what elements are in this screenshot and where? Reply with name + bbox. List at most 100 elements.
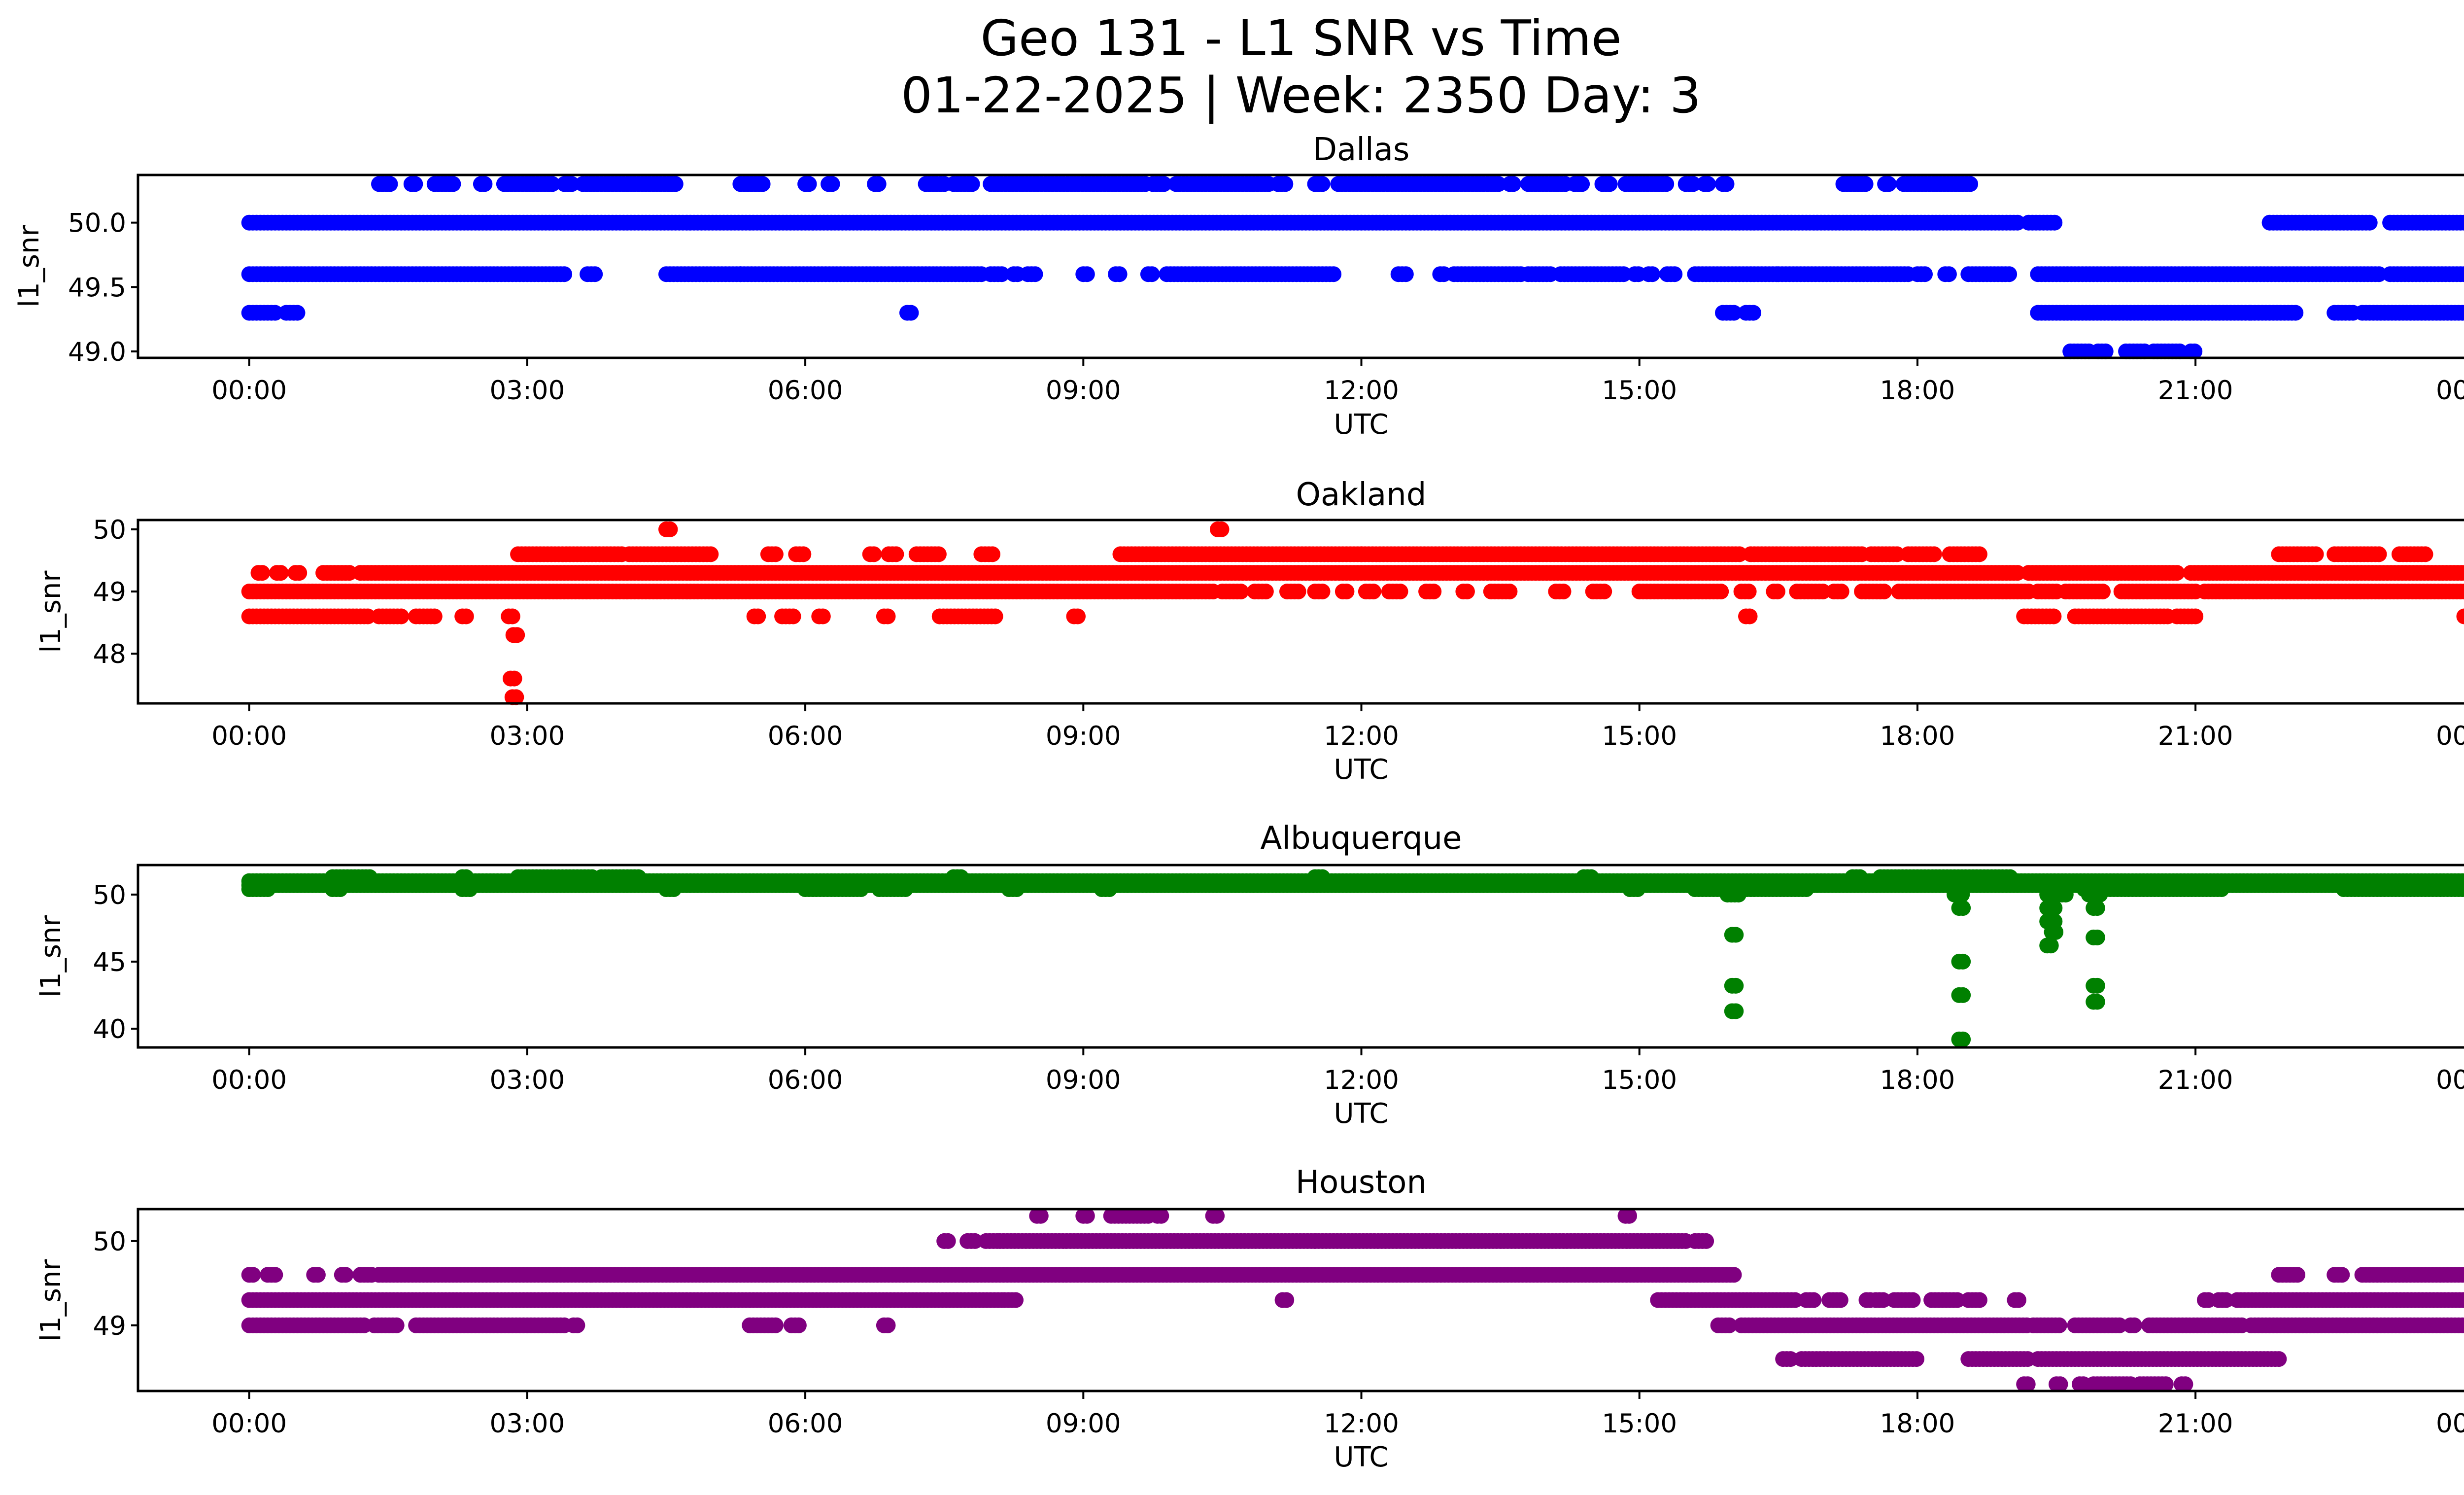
dallas-y-axis-label: l1_snr <box>13 225 45 308</box>
houston-data-point <box>940 1233 956 1249</box>
oakland-data-point <box>1742 608 1758 625</box>
dallas-data-point <box>1111 266 1128 282</box>
oakland-data-point <box>458 608 474 625</box>
oakland-data-point <box>509 627 525 643</box>
dallas-data-point <box>1745 305 1761 321</box>
dallas-data-point <box>1718 176 1735 192</box>
oakland-y-tick-label: 50 <box>93 515 126 545</box>
oakland-x-tick-label: 03:00 <box>490 721 565 751</box>
oakland-data-point <box>506 670 522 687</box>
dallas-data-point <box>382 176 398 192</box>
albuquerque-data-point <box>2048 924 2064 940</box>
oakland-points <box>241 521 2464 705</box>
dallas-data-point <box>1941 266 1957 282</box>
oakland-x-axis-label: UTC <box>1334 754 1388 786</box>
dallas-data-point <box>1398 266 1414 282</box>
dallas-x-ticks: 00:00 03:00 06:00 09:00 12:00 15:00 18:00 21:00… <box>211 358 2464 406</box>
dallas-data-point <box>870 176 887 192</box>
oakland-data-point <box>1365 584 1381 599</box>
albuquerque-x-tick-label: 18:00 <box>1880 1065 1955 1095</box>
dallas-data-point <box>1602 176 1618 192</box>
oakland-y-axis-label: l1_snr <box>35 570 67 653</box>
dallas-data-point <box>1658 176 1675 192</box>
dallas-data-point <box>1490 176 1506 192</box>
albuquerque-y-tick-label: 45 <box>93 947 126 977</box>
oakland-data-point <box>1833 584 1849 599</box>
dallas-data-point <box>1917 266 1933 282</box>
oakland-x-tick-label: 06:00 <box>768 721 843 751</box>
albuquerque-x-tick-label: 15:00 <box>1602 1065 1677 1095</box>
dallas-data-point <box>993 266 1010 282</box>
oakland-x-tick-label: 00:00 <box>211 721 287 751</box>
dallas-data-point <box>2001 266 2018 282</box>
albuquerque-data-point <box>1798 881 1814 897</box>
dallas-data-point <box>1644 266 1660 282</box>
dallas-x-tick-label: 12:00 <box>1324 376 1399 406</box>
oakland-data-point <box>1314 584 1331 599</box>
dallas-y-tick-label: 50.0 <box>68 209 126 239</box>
albuquerque-x-tick-label: 21:00 <box>2158 1065 2233 1095</box>
dallas-data-point <box>667 176 684 192</box>
albuquerque-x-tick-label: 03:00 <box>490 1065 565 1095</box>
oakland-data-point <box>273 565 289 581</box>
oakland-data-point <box>1426 584 1442 599</box>
oakland-data-point <box>504 608 520 625</box>
houston-points <box>241 1208 2464 1392</box>
albuquerque-data-point <box>1101 881 1117 897</box>
albuquerque-points <box>241 869 2464 1047</box>
dallas-data-point <box>1314 176 1331 192</box>
dallas-x-axis-label: UTC <box>1334 409 1388 441</box>
oakland-x-tick-label: 18:00 <box>1880 721 1955 751</box>
albuquerque-data-point <box>1955 900 1971 916</box>
dallas-y-ticks: 49.049.550.0 <box>68 209 138 367</box>
chart-title: Geo 131 - L1 SNR vs Time <box>981 9 1622 67</box>
oakland-y-tick-label: 49 <box>93 577 126 607</box>
oakland-data-point <box>2188 608 2204 625</box>
albuquerque-y-axis-label: l1_snr <box>35 915 67 998</box>
oakland-x-ticks: 00:00 03:00 06:00 09:00 12:00 15:00 18:00 21:00… <box>211 703 2464 751</box>
oakland-data-point <box>426 608 443 625</box>
oakland-x-tick-label: 12:00 <box>1324 721 1399 751</box>
dallas-x-tick-label: 00:00 <box>211 376 287 406</box>
albuquerque-data-point <box>332 881 348 897</box>
oakland-data-point <box>767 546 784 562</box>
albuquerque-data-point <box>666 881 682 897</box>
dallas-data-point <box>564 176 580 192</box>
oakland-data-point <box>662 521 678 537</box>
dallas-data-point <box>407 176 423 192</box>
oakland-data-point <box>254 565 270 581</box>
dallas-x-tick-label: 09:00 <box>1046 376 1121 406</box>
dallas-data-point <box>1079 266 1095 282</box>
dallas-data-point <box>1144 266 1160 282</box>
dallas-data-point <box>1574 176 1590 192</box>
dallas-data-point <box>754 176 771 192</box>
oakland-data-point <box>1338 584 1355 599</box>
houston-data-point <box>267 1267 283 1283</box>
albuquerque-data-point <box>2089 994 2105 1010</box>
dallas-data-point <box>2288 305 2304 321</box>
albuquerque-data-point <box>1008 881 1025 897</box>
oakland-data-point <box>815 608 831 625</box>
oakland-data-point <box>2417 546 2433 562</box>
albuquerque-data-point <box>1730 886 1746 903</box>
dallas-data-point <box>2047 214 2063 231</box>
albuquerque-data-point <box>2089 929 2105 945</box>
oakland-data-point <box>930 546 947 562</box>
albuquerque-y-tick-label: 50 <box>93 880 126 910</box>
oakland-data-point <box>291 565 308 581</box>
dallas-data-point <box>824 176 840 192</box>
albuquerque-data-point <box>1954 886 1970 903</box>
dallas-y-tick-label: 49.5 <box>68 273 126 303</box>
oakland-data-point <box>2169 565 2185 581</box>
oakland-data-point <box>1213 521 1230 537</box>
oakland-data-point <box>1926 546 1942 562</box>
panel-dallas: Dallas 49.049.550.0 00:00 03:00 06:00 09:00… <box>13 132 2464 441</box>
albuquerque-data-point <box>2089 900 2105 916</box>
dallas-data-point <box>1326 266 1342 282</box>
dallas-data-point <box>289 305 306 321</box>
oakland-data-point <box>1555 584 1572 599</box>
dallas-data-point <box>1027 266 1043 282</box>
